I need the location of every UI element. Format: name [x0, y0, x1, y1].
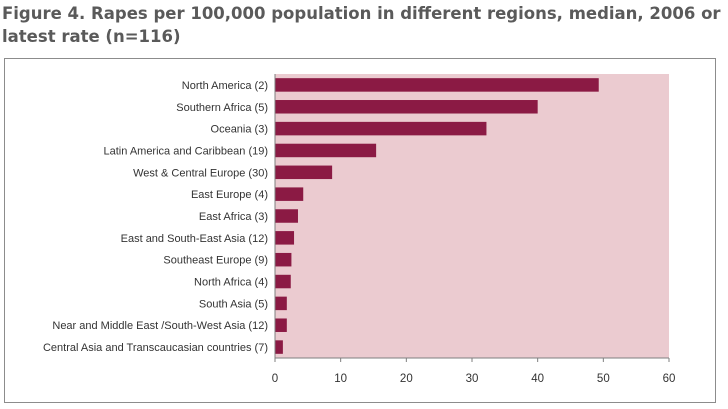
category-labels: North America (2) Southern Africa (5) Ocea…	[43, 80, 268, 354]
x-tick-label: 10	[334, 373, 347, 385]
bar	[275, 318, 287, 332]
x-tick-label: 60	[663, 373, 676, 385]
category-label: Southeast Europe (9)	[163, 255, 268, 267]
category-label: Oceania (3)	[211, 124, 268, 136]
category-label: Southern Africa (5)	[176, 102, 268, 114]
category-label: East Europe (4)	[191, 189, 268, 201]
bar	[275, 187, 304, 201]
bar	[275, 100, 538, 114]
x-tick-label: 20	[400, 373, 413, 385]
bar	[275, 231, 295, 245]
bar	[275, 252, 292, 267]
bar	[275, 296, 287, 311]
bar	[275, 165, 333, 180]
category-label: Latin America and Caribbean (19)	[104, 145, 268, 157]
bar	[275, 274, 291, 289]
bar	[275, 209, 298, 223]
plot-area	[275, 74, 669, 358]
category-label: East and South-East Asia (12)	[121, 233, 268, 245]
bars-group	[275, 78, 599, 354]
category-label: West & Central Europe (30)	[133, 167, 268, 179]
x-axis: 0 10 20 30 40 50 60	[272, 74, 676, 385]
x-tick-label: 30	[466, 373, 479, 385]
bar	[275, 78, 599, 92]
figure-title: Figure 4. Rapes per 100,000 population i…	[2, 4, 721, 46]
bar	[275, 121, 487, 136]
bar	[275, 340, 283, 354]
category-label: North Africa (4)	[194, 277, 268, 289]
bar	[275, 143, 377, 158]
category-label: Central Asia and Transcaucasian countrie…	[43, 342, 268, 354]
x-tick-label: 50	[597, 373, 610, 385]
x-tick-label: 0	[272, 373, 278, 385]
category-label: Near and Middle East /South-West Asia (1…	[52, 320, 268, 332]
category-label: East Africa (3)	[199, 211, 268, 223]
category-label: North America (2)	[182, 80, 268, 92]
x-tick-label: 40	[531, 373, 544, 385]
category-label: South Asia (5)	[199, 298, 268, 310]
